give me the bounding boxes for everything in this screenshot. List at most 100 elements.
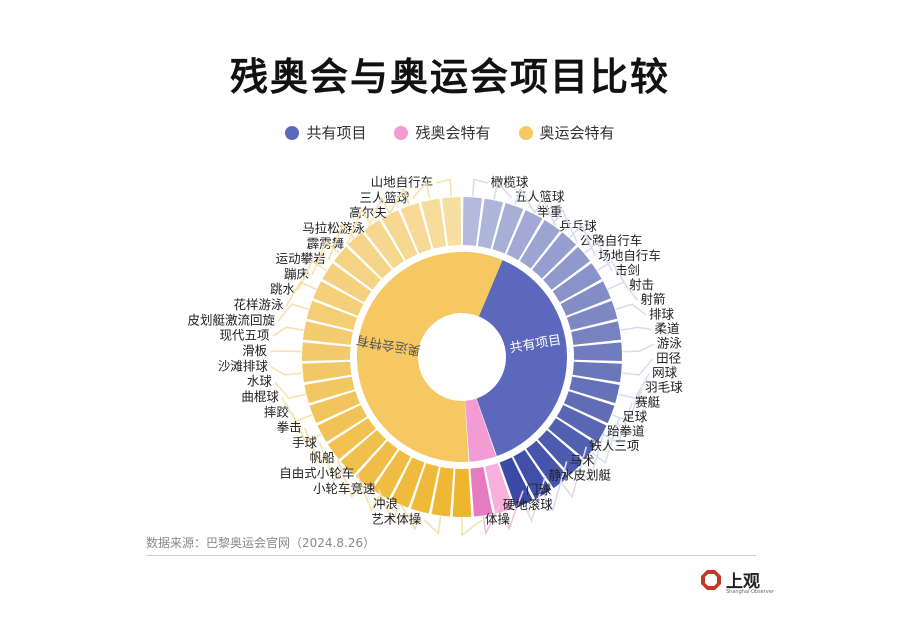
sport-label: 跳水 <box>270 282 296 297</box>
leader-line <box>291 412 322 444</box>
sport-label: 手球 <box>292 435 318 450</box>
sport-label: 射箭 <box>640 292 665 307</box>
inner-segment-olympic[interactable] <box>356 251 503 462</box>
leader-line <box>514 186 536 213</box>
sport-label: 射击 <box>629 277 654 292</box>
sport-label: 赛艇 <box>635 394 661 409</box>
outer-segment[interactable] <box>543 246 590 290</box>
outer-segment[interactable] <box>306 300 358 331</box>
leader-line <box>561 446 588 499</box>
sport-label: 乒乓球 <box>559 218 597 233</box>
sport-label: 硬地滚球 <box>503 497 554 512</box>
outer-segment[interactable] <box>526 440 569 489</box>
outer-segment[interactable] <box>313 281 364 316</box>
outer-segment[interactable] <box>532 232 577 279</box>
outer-segment[interactable] <box>452 468 472 517</box>
legend-dot-olympic <box>518 125 533 140</box>
outer-segment[interactable] <box>537 430 584 475</box>
outer-segment[interactable] <box>302 321 353 345</box>
outer-segment[interactable] <box>327 418 376 460</box>
sport-label: 滑板 <box>242 343 268 358</box>
outer-segment[interactable] <box>421 198 447 249</box>
sport-label: 高尔夫 <box>349 205 387 220</box>
outer-segment[interactable] <box>340 430 387 475</box>
outer-segment[interactable] <box>566 300 618 331</box>
outer-segment[interactable] <box>442 197 462 246</box>
leader-line <box>471 178 489 197</box>
outer-segment[interactable] <box>302 361 352 383</box>
outer-segment[interactable] <box>519 220 561 269</box>
legend-item-paralympic[interactable]: 残奥会特有 <box>394 122 491 143</box>
outer-segment[interactable] <box>381 210 418 261</box>
sport-label: 体操 <box>485 512 511 527</box>
outer-segment[interactable] <box>552 263 602 303</box>
outer-segment[interactable] <box>573 342 622 361</box>
sport-label: 跆拳道 <box>607 424 645 439</box>
legend-item-olympic[interactable]: 奥运会特有 <box>518 122 615 143</box>
outer-segment[interactable] <box>572 361 622 383</box>
outer-segment[interactable] <box>556 405 607 442</box>
leader-line <box>615 303 647 316</box>
outer-segment[interactable] <box>571 321 622 345</box>
sport-label: 静水皮划艇 <box>548 468 611 483</box>
sport-label: 铁人三项 <box>589 438 639 453</box>
outer-segment[interactable] <box>548 418 597 460</box>
outer-segment[interactable] <box>317 405 368 442</box>
outer-segment[interactable] <box>400 203 432 254</box>
inner-segment-paralympic[interactable] <box>465 398 497 462</box>
leader-line <box>270 350 302 353</box>
sport-label: 排球 <box>649 306 675 321</box>
sport-label: 山地自行车 <box>371 175 434 190</box>
outer-segment[interactable] <box>355 440 398 489</box>
outer-segment[interactable] <box>309 391 361 424</box>
outer-segment[interactable] <box>499 457 533 508</box>
outer-segment[interactable] <box>347 232 392 279</box>
sport-label: 羽毛球 <box>645 380 683 395</box>
legend-label-olympic: 奥运会特有 <box>539 124 615 142</box>
outer-segment[interactable] <box>334 246 381 290</box>
sport-label: 举重 <box>537 204 562 219</box>
sport-label: 小轮车竞速 <box>313 481 376 496</box>
outer-segment[interactable] <box>302 342 351 361</box>
outer-segment[interactable] <box>485 463 514 514</box>
leader-line <box>552 208 578 242</box>
leader-line <box>482 504 501 537</box>
outer-segment[interactable] <box>470 466 493 517</box>
outer-segment[interactable] <box>492 203 524 254</box>
outer-segment[interactable] <box>569 376 620 404</box>
sport-label: 冲浪 <box>373 496 398 511</box>
brand-logo: 上观 Shanghai Observer <box>700 565 780 605</box>
leader-line <box>611 387 643 422</box>
outer-segment[interactable] <box>560 281 611 316</box>
legend-item-common[interactable]: 共有项目 <box>285 122 366 143</box>
center-hole <box>419 314 505 400</box>
leader-line <box>543 461 568 513</box>
leader-line <box>622 358 654 376</box>
outer-segment[interactable] <box>506 210 543 261</box>
outer-segment[interactable] <box>391 457 425 508</box>
outer-segment[interactable] <box>372 449 411 500</box>
outer-segment[interactable] <box>322 263 372 303</box>
leader-line <box>400 504 421 531</box>
leader-line <box>346 208 372 245</box>
outer-segment[interactable] <box>363 220 405 269</box>
outer-segment[interactable] <box>462 197 482 246</box>
leader-line <box>277 303 309 322</box>
legend-dot-common <box>285 125 300 140</box>
sport-label: 帆船 <box>310 450 335 465</box>
outer-segment[interactable] <box>304 376 355 404</box>
sport-label: 曲棍球 <box>241 389 279 404</box>
sport-label: 马术 <box>570 453 596 468</box>
outer-segment[interactable] <box>563 391 615 424</box>
brand-name: 上观 <box>726 572 760 592</box>
brand-subtitle: Shanghai Observer <box>726 589 774 595</box>
outer-segment[interactable] <box>431 466 454 517</box>
sport-label: 水球 <box>247 374 273 389</box>
sport-label: 自由式小轮车 <box>279 466 354 481</box>
sport-label: 足球 <box>622 409 648 424</box>
outer-segment[interactable] <box>410 463 439 514</box>
sport-label: 沙滩排球 <box>218 358 269 373</box>
leader-line <box>602 402 633 444</box>
inner-segment-common[interactable] <box>462 252 567 457</box>
outer-segment[interactable] <box>477 198 503 249</box>
